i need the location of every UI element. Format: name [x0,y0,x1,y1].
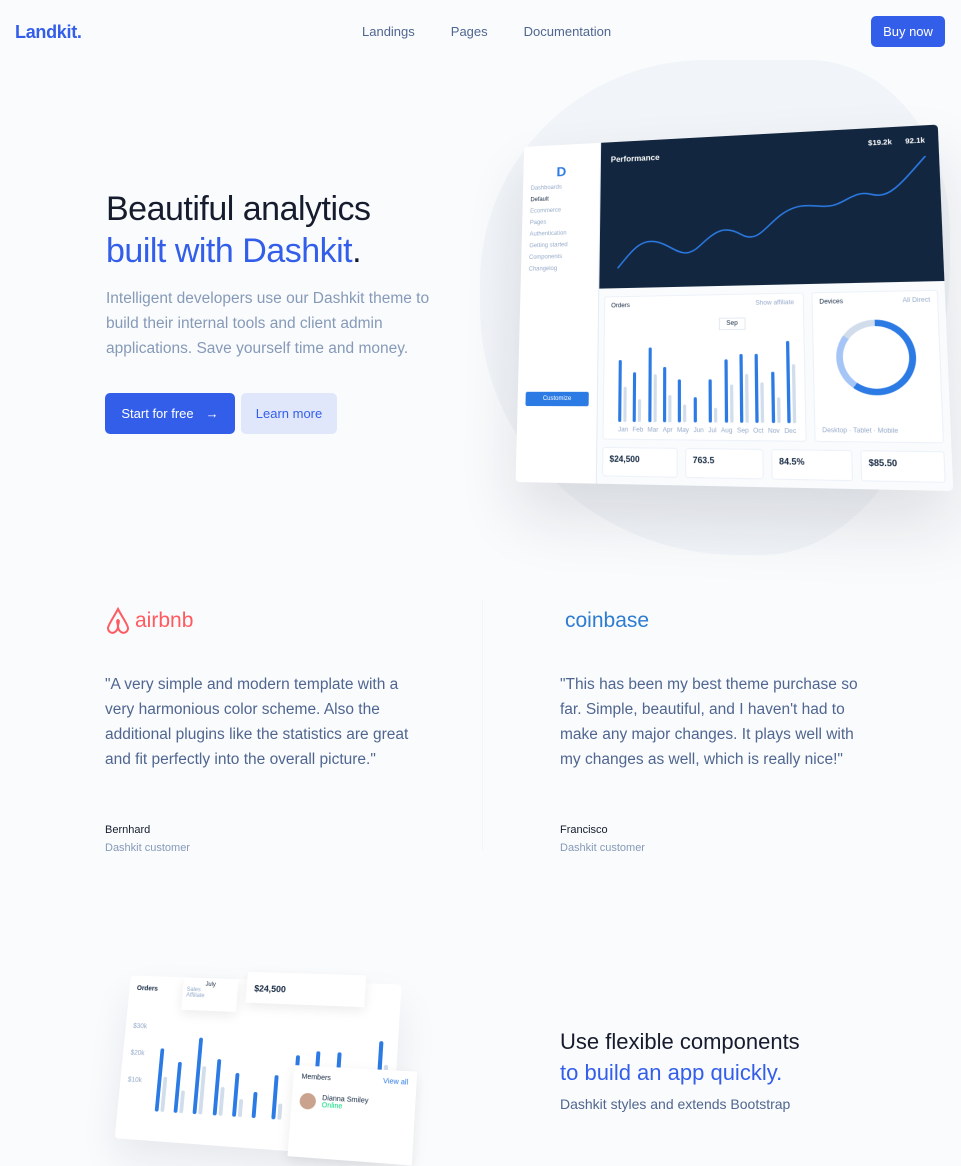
bar-group [709,379,718,422]
tab-direct: Direct [912,297,930,304]
sales-bar [251,1092,257,1118]
sales-bar [709,379,712,422]
coinbase-logo: coinbase [560,606,870,636]
affiliate-bar [238,1099,243,1117]
affiliate-bar [179,1090,185,1113]
sales-bar [693,397,696,422]
affiliate-bar [745,374,749,423]
dashboard-sidebar: D Dashboards Default Ecommerce Pages Aut… [516,143,602,484]
bar-group [771,372,781,423]
nav-documentation[interactable]: Documentation [524,24,611,39]
sales-bar [786,341,791,423]
month-label: May [677,428,689,434]
devices-card: Devices All Direct Desktop · Tablet · Mo… [811,290,944,444]
affiliate-bar [761,382,765,423]
month-label: Apr [663,428,673,434]
sales-bar [663,367,666,422]
nav-pages[interactable]: Pages [451,24,488,39]
affiliate-bar [277,1104,282,1120]
bar-group [739,354,748,423]
sales-bar [678,380,681,423]
affiliate-bar [218,1087,224,1116]
arrow-right-icon: → [206,406,219,421]
bar-group [232,1073,245,1118]
affiliate-bar [668,395,671,423]
affiliate-bar [792,364,796,423]
bar-group [786,341,796,423]
bar-group [212,1059,226,1116]
sales-bar [648,347,651,422]
month-label: Aug [721,428,733,435]
start-for-free-button[interactable]: Start for free→ [105,393,235,434]
affiliate-bar [684,405,687,423]
bar-group [663,367,672,422]
learn-more-button[interactable]: Learn more [241,393,337,434]
bar-group [193,1038,209,1115]
bar-group [678,380,686,423]
navbar: Landkit. Landings Pages Documentation Bu… [0,0,961,64]
bar-group [271,1075,284,1120]
month-label: Sep [737,428,749,435]
testimonial-airbnb: airbnb "A very simple and modern templat… [105,606,415,772]
airbnb-icon [105,607,131,635]
affiliate-bar [777,397,781,423]
affiliate-bar [653,375,656,423]
devices-donut [835,319,917,395]
avatar [299,1093,316,1110]
sales-bar [755,354,759,423]
month-label: Feb [632,427,643,433]
divider [482,600,483,850]
performance-line-chart [609,156,932,279]
dashkit-logo-icon: D [531,162,592,180]
affiliate-bar [623,387,626,422]
sales-bar [724,359,728,422]
month-label: Jun [693,428,703,434]
dashboard-screenshot: D Dashboards Default Ecommerce Pages Aut… [516,125,954,492]
sales-bar [633,372,636,422]
nav-landings[interactable]: Landings [362,24,415,39]
testimonial-coinbase: coinbase "This has been my best theme pu… [560,606,870,772]
bar-group [155,1048,170,1112]
bar-group [755,354,765,423]
affiliate-bar [160,1076,167,1112]
bar-group [724,359,733,423]
tab-all: All [902,298,910,305]
month-label: Jan [618,427,628,433]
affiliate-bar [638,400,641,423]
sales-bar [739,354,743,423]
month-label: Nov [768,428,780,435]
hero-description: Intelligent developers use our Dashkit t… [106,286,466,361]
sales-bar [771,372,775,423]
bar-group [633,372,642,422]
month-label: Jul [708,428,716,434]
sales-bar [618,360,622,422]
month-label: Dec [784,429,796,436]
airbnb-logo: airbnb [105,606,415,636]
bar-group [618,360,627,422]
affiliate-bar [714,407,717,422]
bar-group [251,1092,263,1119]
brand-logo[interactable]: Landkit. [15,22,82,43]
bar-group [693,397,702,422]
month-label: Oct [753,428,763,435]
bar-group [648,347,657,422]
buy-now-button[interactable]: Buy now [871,16,945,47]
affiliate-bar [729,385,733,423]
month-label: Mar [647,427,658,433]
bar-group [174,1062,188,1113]
